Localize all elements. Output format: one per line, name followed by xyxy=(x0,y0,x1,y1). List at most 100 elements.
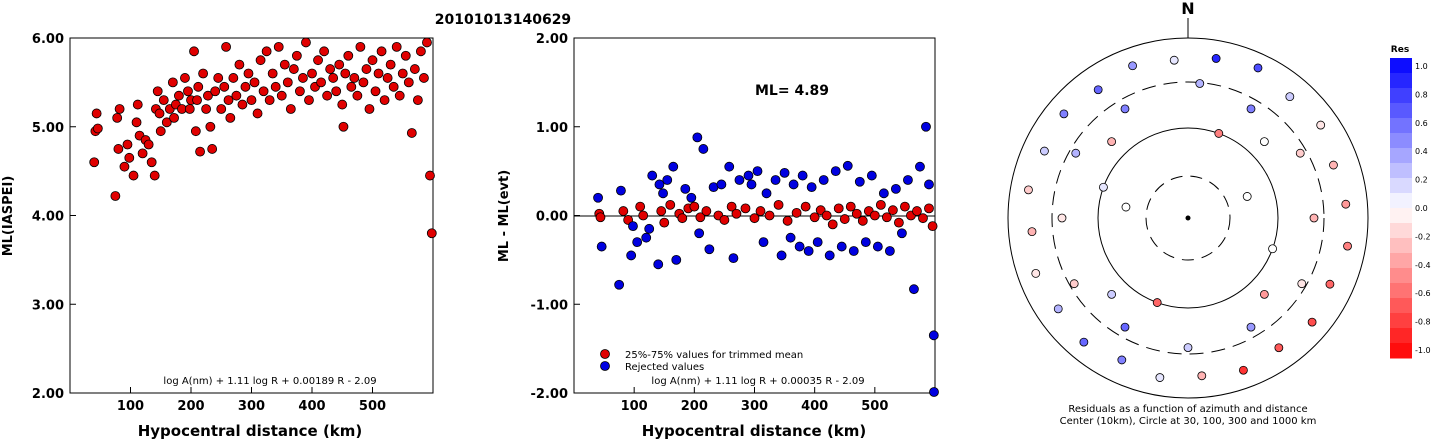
polar-point-11 xyxy=(1197,371,1207,381)
data-point-2-0-35 xyxy=(857,215,868,226)
colorbar-tick-label-7: -0.4 xyxy=(1415,261,1431,270)
data-point-1-0-95 xyxy=(352,90,363,101)
data-point-1-0-68 xyxy=(273,41,284,52)
data-point-2-0-34 xyxy=(851,208,862,219)
polar-point-26 xyxy=(1295,148,1305,158)
formula-2: log A(nm) + 1.11 log R + 0.00035 R - 2.0… xyxy=(651,376,864,387)
colorbar-tick-label-1: 0.8 xyxy=(1415,90,1428,99)
north-label: N xyxy=(1181,0,1194,18)
x-tick-label-1-2: 300 xyxy=(238,399,265,414)
data-point-1-0-87 xyxy=(331,86,342,97)
polar-point-45 xyxy=(1121,202,1131,212)
data-point-2-1-28 xyxy=(746,179,757,190)
data-point-1-0-25 xyxy=(161,117,172,128)
data-point-2-0-17 xyxy=(726,201,737,212)
x-tick-label-1-0: 100 xyxy=(117,399,144,414)
colorbar-tick-label-4: 0.2 xyxy=(1415,176,1428,185)
data-point-1-0-9 xyxy=(122,139,133,150)
polar-point-7 xyxy=(1325,279,1335,289)
data-point-1-0-37 xyxy=(190,126,201,137)
data-point-2-1-48 xyxy=(854,176,865,187)
axis-ticks-1: 100 200 300 400 500 2.00 3.00 4.00 5.00 6.00 xyxy=(32,32,386,414)
data-point-2-1-34 xyxy=(779,167,790,178)
polar-point-37 xyxy=(1259,289,1269,299)
y-tick-label-1-3: 5.00 xyxy=(32,121,64,136)
data-point-2-0-16 xyxy=(719,215,730,225)
data-point-1-0-97 xyxy=(358,77,369,88)
polar-point-29 xyxy=(1246,322,1256,332)
colorbar-cell-12 xyxy=(1390,238,1412,254)
polar-points xyxy=(1024,54,1352,382)
legend-marker-rejected xyxy=(600,361,610,371)
data-point-2-1-7 xyxy=(641,232,652,243)
data-point-2-1-54 xyxy=(890,183,901,194)
data-point-2-1-21 xyxy=(704,244,715,255)
colorbar-cell-13 xyxy=(1390,253,1412,269)
data-point-1-0-12 xyxy=(131,117,142,128)
data-point-1-0-51 xyxy=(223,95,234,106)
data-point-2-0-39 xyxy=(881,212,892,223)
data-point-1-0-61 xyxy=(252,108,263,119)
ml-annotation: ML= 4.89 xyxy=(755,83,829,99)
data-point-1-0-69 xyxy=(276,90,287,101)
data-point-1-0-109 xyxy=(394,90,405,101)
polar-point-23 xyxy=(1169,55,1179,65)
data-point-1-0-36 xyxy=(189,46,199,57)
data-point-1-0-3 xyxy=(92,123,103,134)
colorbar-tick-label-9: -0.8 xyxy=(1415,318,1431,327)
colorbar-cell-18 xyxy=(1390,328,1412,344)
polar-point-13 xyxy=(1117,355,1127,365)
data-point-1-0-98 xyxy=(361,64,372,74)
data-point-1-0-120 xyxy=(426,228,437,239)
circle-300km xyxy=(1051,81,1325,355)
data-points-2 xyxy=(593,121,939,397)
data-point-2-1-14 xyxy=(668,161,679,172)
polar-point-28 xyxy=(1297,279,1307,289)
data-point-2-1-2 xyxy=(614,279,625,290)
data-point-2-1-39 xyxy=(803,246,814,256)
legend-label-rejected: Rejected values xyxy=(625,362,704,373)
page-title: 20101013140629 xyxy=(435,12,571,28)
colorbar-cell-17 xyxy=(1390,313,1412,329)
data-point-1-0-92 xyxy=(343,50,354,61)
data-point-1-0-105 xyxy=(382,73,393,83)
polar-point-24 xyxy=(1195,79,1205,88)
data-point-2-1-55 xyxy=(897,228,907,239)
data-point-1-0-118 xyxy=(422,37,432,48)
circle-100km xyxy=(1097,127,1279,309)
polar-point-27 xyxy=(1309,213,1319,223)
data-point-1-0-104 xyxy=(379,95,390,106)
polar-point-1 xyxy=(1253,63,1263,73)
data-point-2-0-41 xyxy=(894,217,904,228)
polar-point-3 xyxy=(1316,120,1326,130)
data-point-1-0-30 xyxy=(173,90,184,101)
data-point-1-0-57 xyxy=(240,81,251,92)
data-point-1-0-85 xyxy=(325,64,336,74)
data-point-1-0-2 xyxy=(91,108,102,119)
data-point-1-0-66 xyxy=(267,68,278,79)
data-point-1-0-5 xyxy=(112,112,123,123)
polar-point-20 xyxy=(1059,109,1069,119)
data-point-1-0-112 xyxy=(403,77,414,88)
circle-1000km xyxy=(1007,37,1369,399)
data-point-2-1-49 xyxy=(860,237,871,248)
data-point-2-1-50 xyxy=(866,170,877,181)
data-point-2-0-42 xyxy=(900,201,910,212)
colorbar-tick-label-0: 1.0 xyxy=(1415,62,1428,71)
data-point-1-0-110 xyxy=(397,68,408,79)
data-point-2-0-27 xyxy=(809,212,820,223)
polar-point-30 xyxy=(1183,343,1193,353)
data-point-1-0-50 xyxy=(221,41,231,52)
data-point-1-0-100 xyxy=(367,55,378,66)
data-point-1-0-17 xyxy=(143,139,154,150)
data-point-1-0-71 xyxy=(282,77,293,88)
data-point-1-0-114 xyxy=(409,64,420,74)
data-point-2-1-42 xyxy=(818,175,829,185)
polar-point-2 xyxy=(1285,92,1295,102)
data-point-2-0-20 xyxy=(749,213,760,224)
data-point-2-1-33 xyxy=(776,250,787,261)
data-point-1-0-59 xyxy=(246,95,257,106)
polar-point-33 xyxy=(1057,213,1067,223)
data-point-1-0-42 xyxy=(201,104,212,114)
colorbar-cell-10 xyxy=(1390,208,1412,224)
